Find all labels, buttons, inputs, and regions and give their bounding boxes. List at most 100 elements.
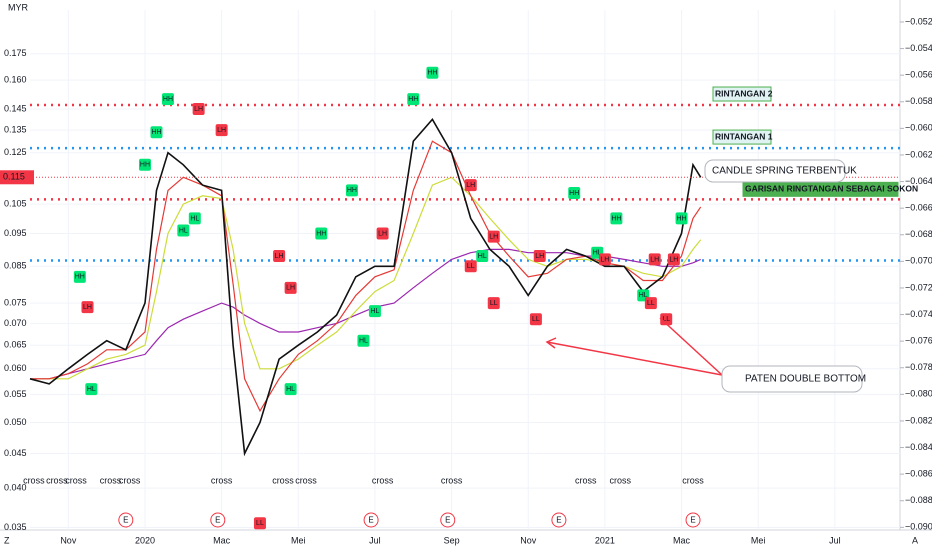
y2-tick-label: −0.068 <box>905 229 932 239</box>
cross-label: cross <box>65 475 87 485</box>
pivot-marker <box>85 383 98 396</box>
pivot-marker <box>667 253 680 266</box>
pivot-label: LH <box>535 253 544 260</box>
pivot-label: HH <box>676 215 686 222</box>
pivot-marker <box>487 230 500 243</box>
y2-tick-label: −0.062 <box>905 149 932 159</box>
pivot-marker <box>368 305 381 318</box>
pivot-label: LL <box>256 520 264 527</box>
pivot-marker <box>610 212 623 225</box>
annotation-text: PATEN DOUBLE BOTTOM <box>745 374 866 385</box>
annotation-box <box>704 159 846 183</box>
cross-label: cross <box>609 475 631 485</box>
y-tick-label: 0.125 <box>4 147 27 157</box>
series-line <box>30 176 702 380</box>
y-tick-label: 0.070 <box>4 318 27 328</box>
pivot-label: LH <box>194 106 203 113</box>
level-label-box <box>712 129 772 145</box>
annotation-box <box>721 365 863 393</box>
level-label-text: RINTANGAN 1 <box>715 131 773 141</box>
pivot-label: LL <box>662 316 670 323</box>
y2-tick-label: −0.082 <box>905 415 932 425</box>
y-tick-label: 0.075 <box>4 297 27 307</box>
cross-label: cross <box>682 475 704 485</box>
y-tick-label: 0.065 <box>4 340 27 350</box>
pivot-marker <box>660 313 673 326</box>
current-price-label: 0.115 <box>3 172 25 182</box>
earnings-label: E <box>556 516 561 525</box>
pivot-marker <box>284 383 297 396</box>
pivot-label: LH <box>83 304 92 311</box>
earnings-marker <box>363 512 379 528</box>
level-label-box <box>712 86 772 102</box>
pivot-marker <box>464 179 477 192</box>
y2-tick-label: −0.088 <box>905 495 932 505</box>
pivot-label: LL <box>467 263 475 270</box>
pivot-marker <box>464 260 477 273</box>
pivot-label: HH <box>316 230 326 237</box>
cross-label: cross <box>119 475 141 485</box>
pivot-marker <box>476 250 489 263</box>
pivot-marker <box>273 250 286 263</box>
cross-label: cross <box>211 475 233 485</box>
x-tick-label: Jul <box>829 535 841 545</box>
y-tick-label: 0.175 <box>4 48 27 58</box>
currency-label: MYR <box>8 2 29 12</box>
pivot-label: HL <box>190 215 199 222</box>
x-tick-label: Mei <box>291 535 306 545</box>
y-tick-label: 0.050 <box>4 417 27 427</box>
pivot-label: LH <box>217 127 226 134</box>
earnings-marker <box>118 512 134 528</box>
pivot-marker <box>675 212 688 225</box>
cross-label: cross <box>272 475 294 485</box>
annotation-candle: CANDLE SPRING TERBENTUK <box>704 159 857 183</box>
level-label: GARISAN RINGTANGAN SEBAGAI SOKON <box>742 181 918 197</box>
y2-tick-label: −0.076 <box>905 336 932 346</box>
pivot-marker <box>357 334 370 347</box>
pivot-label: HH <box>140 162 150 169</box>
pivot-marker <box>138 158 151 171</box>
pivot-marker <box>345 184 358 197</box>
x-tick-label: Nov <box>60 535 77 545</box>
y2-tick-label: −0.054 <box>905 43 932 53</box>
earnings-label: E <box>123 516 128 525</box>
y2-tick-label: −0.086 <box>905 469 932 479</box>
pivot-marker <box>177 224 190 237</box>
x-tick-label: Mac <box>673 535 691 545</box>
corner-label: A <box>912 535 918 545</box>
y-tick-label: 0.040 <box>4 483 27 493</box>
pivot-label: LH <box>650 256 659 263</box>
pivot-label: HH <box>151 129 161 136</box>
y-tick-label: 0.105 <box>4 198 27 208</box>
pivot-label: LH <box>489 233 498 240</box>
pivot-marker <box>192 103 205 116</box>
earnings-label: E <box>690 516 695 525</box>
cross-label: cross <box>441 475 463 485</box>
y2-tick-label: −0.056 <box>905 70 932 80</box>
earnings-marker <box>685 512 701 528</box>
y2-tick-label: −0.066 <box>905 203 932 213</box>
pivot-marker <box>188 212 201 225</box>
pivot-label: HH <box>163 96 173 103</box>
pivot-marker <box>487 297 500 310</box>
current-price-tag <box>0 170 34 185</box>
y-tick-label: 0.035 <box>4 522 27 532</box>
pivot-marker <box>648 253 661 266</box>
y2-tick-label: −0.090 <box>905 522 932 532</box>
pivot-marker <box>315 227 328 240</box>
pivot-label: LL <box>532 316 540 323</box>
earnings-marker <box>551 512 567 528</box>
cross-label: cross <box>100 475 122 485</box>
pivot-label: LH <box>669 256 678 263</box>
pivot-marker <box>598 253 611 266</box>
annotation-pattern: PATEN DOUBLE BOTTOM <box>545 317 866 393</box>
pivot-label: HH <box>427 70 437 77</box>
arrow <box>659 317 723 376</box>
pivot-marker <box>568 187 581 200</box>
pivot-label: HH <box>347 187 357 194</box>
earnings-label: E <box>445 516 450 525</box>
y2-tick-label: −0.052 <box>905 16 932 26</box>
cross-label: cross <box>46 475 68 485</box>
pivot-label: LH <box>466 182 475 189</box>
cross-label: cross <box>372 475 394 485</box>
